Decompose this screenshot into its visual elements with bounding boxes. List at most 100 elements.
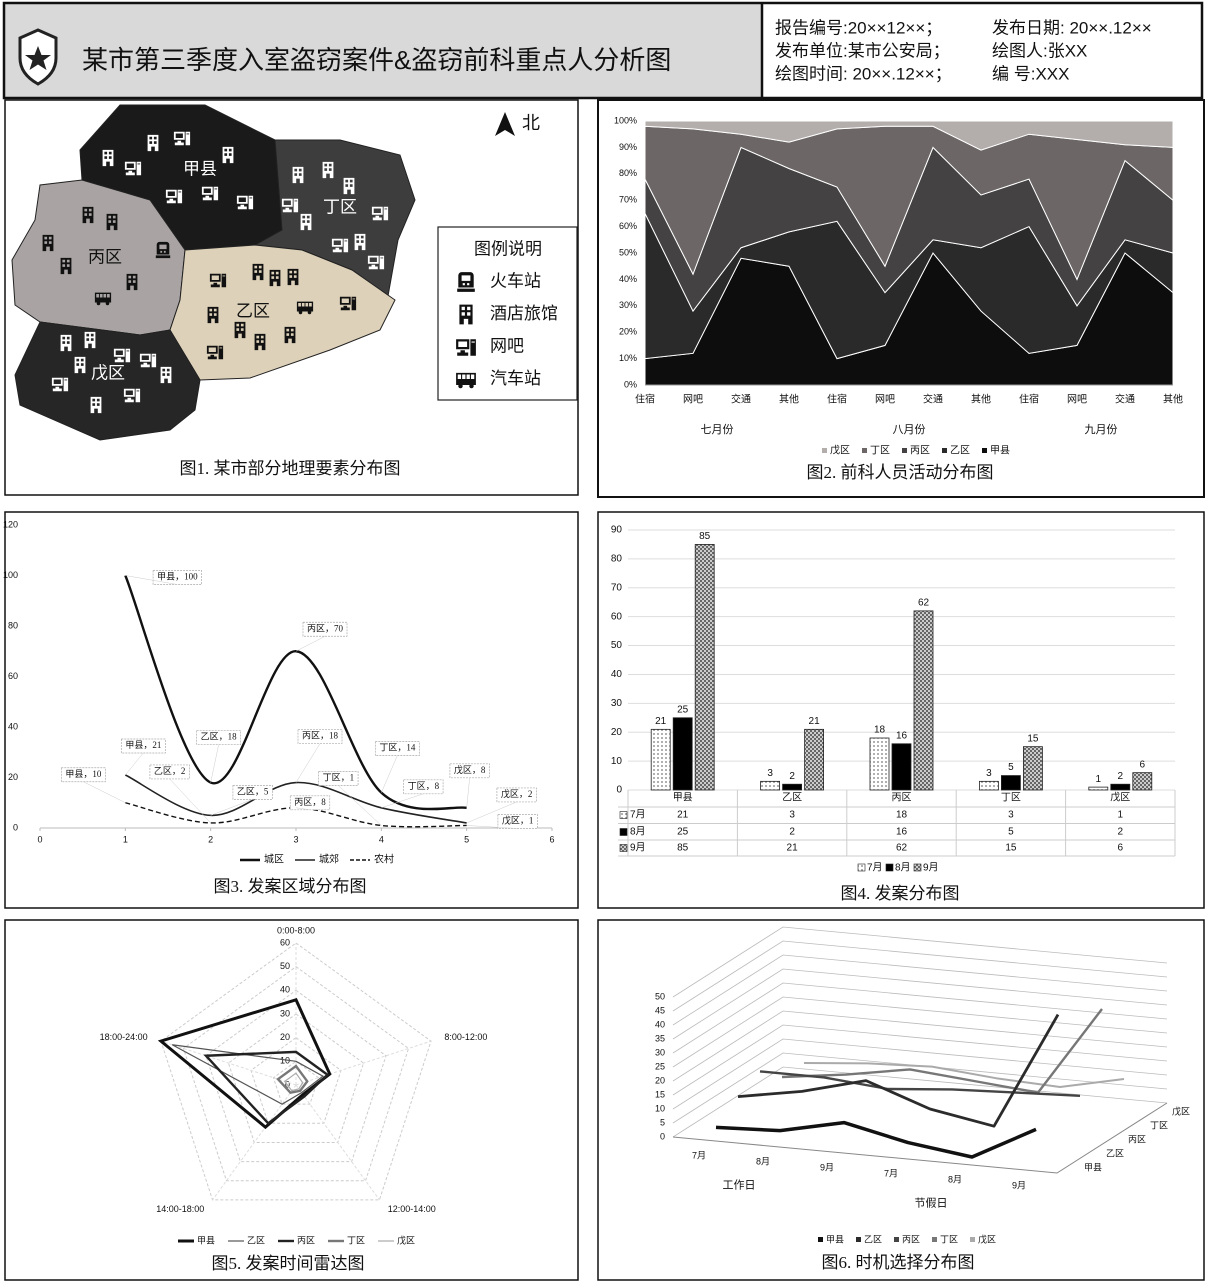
map-legend-label: 汽车站 (490, 369, 541, 388)
bar (760, 780, 780, 791)
legend-label: 丙区 (910, 445, 930, 457)
legend-label: 7月 (867, 862, 883, 874)
y-tick-label: 60 (8, 671, 18, 681)
x-tick-label: 丁区 (1001, 792, 1021, 804)
info-text: 绘图人:张XX (992, 41, 1087, 60)
grid-ring (272, 1060, 320, 1105)
table-cell: 5 (1008, 827, 1014, 838)
data-label-box (60, 767, 106, 783)
region-label: 丙区 (88, 247, 122, 266)
legend-swatch (856, 1237, 861, 1242)
data-label: 戊区，2 (501, 788, 533, 799)
legend-swatch (982, 448, 987, 453)
axis-label: 14:00-18:00 (156, 1204, 204, 1214)
north-arrow (495, 112, 515, 136)
panel-frame (597, 511, 1205, 909)
y-tick-label: 90 (611, 525, 623, 536)
x-tick-label: 7月 (884, 1168, 898, 1178)
legend-label: 丁区 (870, 445, 890, 457)
legend-label: 丙区 (902, 1234, 920, 1244)
y-tick-label: 40% (619, 274, 637, 284)
data-label: 戊区，8 (454, 764, 486, 775)
panel-frame (597, 99, 1205, 498)
y-tick-label: 20% (619, 327, 637, 337)
x-tick-label: 其他 (971, 392, 991, 405)
map-legend-label: 火车站 (490, 271, 541, 290)
bar (804, 728, 824, 791)
table-row-label: 8月 (630, 826, 646, 838)
table-cell: 25 (677, 827, 689, 838)
group-label: 七月份 (701, 423, 734, 436)
radar-spoke (295, 1084, 380, 1201)
table-cell: 2 (1118, 827, 1124, 838)
legend-label: 乙区 (864, 1234, 882, 1244)
y-tick-label: 10% (619, 353, 637, 363)
map-legend-label: 酒店旅馆 (490, 304, 558, 323)
grid-ring (182, 966, 410, 1182)
data-label: 丁区，14 (379, 743, 416, 753)
leader-line (381, 755, 398, 793)
panel-frame (4, 99, 579, 496)
x-tick-label: 丙区 (892, 792, 912, 804)
x-tick-label: 4 (379, 834, 384, 844)
leader-line (466, 777, 470, 808)
legend-label: 丙区 (297, 1235, 315, 1245)
region-label: 丁区 (323, 197, 357, 216)
x-tick-label: 网吧 (1067, 393, 1087, 405)
data-label: 1 (1096, 774, 1102, 785)
data-label-box (374, 741, 420, 757)
data-label: 丁区，1 (323, 773, 355, 783)
region-label: 戊区 (91, 363, 125, 382)
radar-line (171, 1044, 325, 1105)
bar (650, 728, 671, 791)
table-cell: 3 (1008, 810, 1014, 821)
region-label: 乙区 (236, 301, 270, 320)
y-tick-label: 70% (619, 195, 637, 205)
legend-label: 甲县 (826, 1234, 844, 1244)
info-text: 发布日期: 20××.12×× (992, 18, 1152, 37)
data-label: 2 (789, 771, 795, 782)
table-key (619, 811, 628, 819)
radar-spoke (160, 1040, 297, 1086)
radar-line (276, 1064, 309, 1094)
figure-caption: 图4. 发案分布图 (841, 884, 960, 903)
table-cell: 21 (787, 843, 799, 854)
legend-label: 乙区 (950, 445, 970, 457)
bar (1132, 772, 1153, 791)
legend-label: 戊区 (830, 445, 850, 457)
y-tick-label: 25 (655, 1061, 665, 1071)
x-tick-label: 2 (208, 834, 213, 844)
depth-label: 丙区 (1128, 1134, 1146, 1144)
grid-line (672, 1010, 1168, 1082)
data-label: 甲县，21 (125, 740, 161, 750)
y-tick-label: 10 (655, 1103, 665, 1113)
info-text: 编 号:XXX (992, 64, 1069, 83)
x-tick-label: 6 (549, 834, 554, 844)
map-region (169, 244, 396, 381)
map-icon (155, 241, 171, 259)
depth-label: 戊区 (1172, 1105, 1190, 1116)
legend-swatch (942, 448, 947, 453)
x-tick-label: 戊区 (1110, 792, 1130, 804)
leader-line (466, 801, 517, 824)
group-label: 工作日 (723, 1179, 756, 1192)
data-label: 3 (767, 768, 773, 779)
y-tick-label: 35 (655, 1033, 665, 1043)
leader-line (125, 575, 178, 585)
legend-swatch (822, 448, 827, 453)
legend-label: 丁区 (940, 1234, 958, 1244)
y-tick-label: 20 (655, 1075, 665, 1085)
bar (672, 717, 693, 791)
y-tick-label: 80% (619, 168, 637, 178)
radar-line (283, 1072, 304, 1092)
y-tick-label: 30 (611, 698, 623, 709)
line-3d (715, 1120, 1037, 1159)
grid-line (672, 954, 1168, 1026)
grid-ring (160, 942, 432, 1201)
group-label: 九月份 (1085, 423, 1118, 436)
legend-swatch (818, 1237, 823, 1242)
y-tick-label: 50 (611, 640, 623, 651)
table-key (619, 828, 628, 836)
data-label: 3 (986, 768, 992, 779)
